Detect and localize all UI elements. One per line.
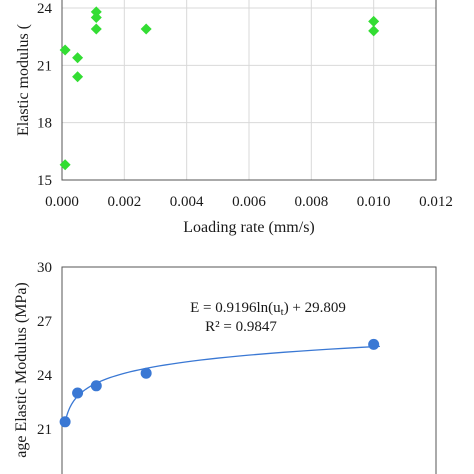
top-x-tick-label: 0.010 — [357, 194, 391, 210]
top-gridlines — [62, 0, 436, 181]
bottom-y-tick-label: 30 — [37, 260, 52, 276]
top-y-tick-labels: 15 18 21 24 — [37, 1, 53, 189]
bottom-scatter-chart: 3027242118 E = 0.9196ln(ut) + 29.809 R² … — [13, 260, 437, 474]
top-data-point — [59, 159, 71, 171]
bottom-y-axis-label: age Elastic Modulus (MPa) — [13, 282, 30, 458]
bottom-data-point — [59, 416, 71, 428]
top-x-tick-label: 0.004 — [170, 194, 204, 210]
equation-subscript: t — [281, 306, 284, 318]
top-data-point — [90, 23, 102, 35]
top-x-tick-label: 0.000 — [45, 194, 79, 210]
top-data-point — [368, 25, 380, 37]
bottom-data-point — [368, 338, 380, 350]
bottom-y-tick-labels: 3027242118 — [37, 260, 53, 438]
bottom-data-point — [72, 387, 84, 399]
top-data-point — [140, 23, 152, 35]
bottom-data-point — [140, 367, 152, 379]
top-x-tick-labels: 0.000 0.002 0.004 0.006 0.008 0.010 0.012 — [45, 194, 453, 210]
top-y-tick-label: 24 — [37, 1, 53, 17]
top-y-tick-label: 18 — [37, 116, 52, 132]
top-data-point — [368, 15, 380, 27]
top-data-point — [90, 6, 102, 18]
top-y-axis-label: Elastic modulus ( — [15, 24, 32, 136]
equation-tail: ) + 29.809 — [284, 300, 346, 316]
top-x-tick-label: 0.008 — [294, 194, 328, 210]
equation-annotation: E = 0.9196ln(ut) + 29.809 — [190, 300, 346, 318]
top-data-point — [72, 52, 84, 64]
top-y-tick-label: 21 — [37, 58, 52, 74]
top-data-point — [59, 44, 71, 56]
top-x-axis-label: Loading rate (mm/s) — [183, 219, 315, 236]
top-data-point — [90, 12, 102, 24]
bottom-plot-frame — [61, 266, 437, 474]
top-data-points — [59, 6, 380, 171]
r-squared-annotation: R² = 0.9847 — [205, 319, 277, 335]
top-plot-frame — [61, 0, 437, 181]
bottom-y-tick-label: 24 — [37, 368, 53, 384]
bottom-data-point — [90, 380, 102, 392]
bottom-y-tick-label: 21 — [37, 422, 52, 438]
bottom-y-tick-label: 27 — [37, 314, 53, 330]
equation-text: E = 0.9196ln(u — [190, 300, 281, 316]
top-x-tick-label: 0.012 — [419, 194, 453, 210]
top-x-tick-label: 0.006 — [232, 194, 266, 210]
bottom-data-points — [59, 338, 380, 428]
top-data-point — [72, 71, 84, 83]
top-y-tick-label: 15 — [37, 173, 52, 189]
trendline-curve — [64, 345, 380, 425]
top-x-tick-label: 0.002 — [107, 194, 141, 210]
